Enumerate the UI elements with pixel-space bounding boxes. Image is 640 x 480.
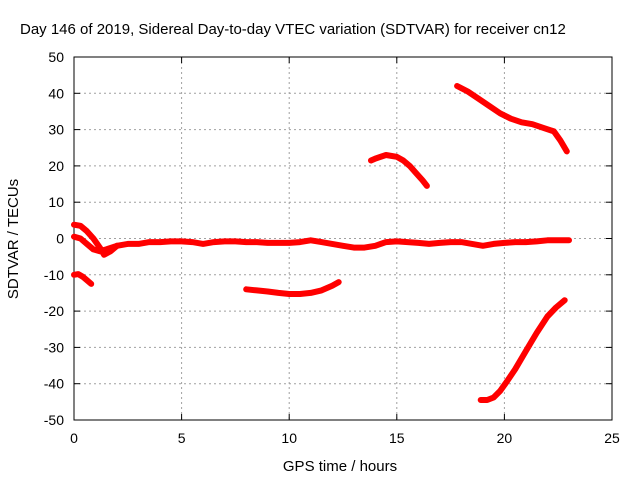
series-evening-decline <box>454 83 570 155</box>
x-tick-label: 10 <box>281 430 297 446</box>
series-early-lower <box>71 271 95 287</box>
x-tick-label: 15 <box>389 430 405 446</box>
y-tick-label: -20 <box>44 303 64 319</box>
x-tick-label: 20 <box>497 430 513 446</box>
y-tick-label: -30 <box>44 339 64 355</box>
series-main <box>71 233 572 255</box>
y-tick-label: 10 <box>48 194 64 210</box>
y-tick-label: -10 <box>44 267 64 283</box>
x-tick-label: 0 <box>70 430 78 446</box>
y-tick-label: 50 <box>48 49 64 65</box>
series-evening-rise <box>477 297 568 403</box>
y-tick-label: 0 <box>56 231 64 247</box>
x-tick-label: 25 <box>604 430 620 446</box>
x-axis-label: GPS time / hours <box>283 458 397 475</box>
y-tick-label: 20 <box>48 158 64 174</box>
grid-lines <box>74 57 612 420</box>
y-tick-label: 30 <box>48 122 64 138</box>
x-tick-label: 5 <box>178 430 186 446</box>
series-early-upper <box>71 221 120 258</box>
axis-ticks: 0 5 10 15 20 25 -50 -40 -30 -20 -10 0 10 20 30 40 50 <box>44 49 620 446</box>
series-layer <box>71 83 572 403</box>
y-axis-label: SDTVAR / TECUs <box>5 179 22 299</box>
y-tick-label: -40 <box>44 376 64 392</box>
series-morning-arc <box>243 279 342 297</box>
chart-title: Day 146 of 2019, Sidereal Day-to-day VTE… <box>20 21 566 38</box>
y-tick-label: -50 <box>44 412 64 428</box>
series-afternoon-arc <box>368 152 430 189</box>
y-tick-label: 40 <box>48 85 64 101</box>
